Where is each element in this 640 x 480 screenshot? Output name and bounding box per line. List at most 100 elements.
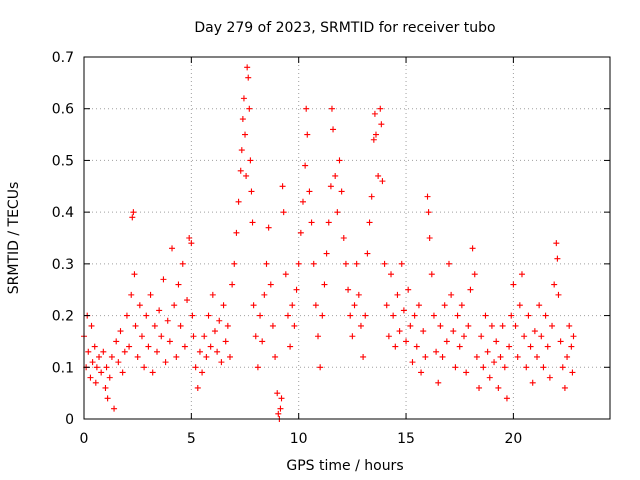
data-point xyxy=(269,322,276,329)
data-point xyxy=(428,271,435,278)
data-point xyxy=(143,312,150,319)
data-point xyxy=(499,322,506,329)
data-point xyxy=(516,302,523,309)
data-point xyxy=(372,131,379,138)
data-point xyxy=(231,260,238,267)
data-point xyxy=(332,172,339,179)
data-point xyxy=(420,328,427,335)
data-point xyxy=(209,291,216,298)
data-point xyxy=(129,214,136,221)
data-point xyxy=(149,369,156,376)
data-point xyxy=(252,333,259,340)
data-point xyxy=(246,105,253,112)
data-point xyxy=(308,219,315,226)
data-point xyxy=(476,384,483,391)
data-point xyxy=(561,384,568,391)
data-point xyxy=(126,343,133,350)
data-point xyxy=(181,343,188,350)
data-point xyxy=(514,353,521,360)
data-point xyxy=(544,343,551,350)
data-point xyxy=(179,260,186,267)
data-point xyxy=(538,333,545,340)
data-point xyxy=(238,147,245,154)
data-point xyxy=(435,379,442,386)
data-point xyxy=(85,348,92,355)
data-point xyxy=(132,322,139,329)
data-point xyxy=(398,260,405,267)
data-point xyxy=(549,322,556,329)
data-point xyxy=(482,312,489,319)
x-axis-label: GPS time / hours xyxy=(286,458,403,474)
data-point xyxy=(306,188,313,195)
data-point xyxy=(495,384,502,391)
data-point xyxy=(334,209,341,216)
data-point xyxy=(134,353,141,360)
data-point xyxy=(409,359,416,366)
data-point xyxy=(278,395,285,402)
x-tick-label: 0 xyxy=(80,431,89,447)
y-tick-label: 0.7 xyxy=(52,50,74,66)
data-point xyxy=(106,374,113,381)
data-point xyxy=(277,405,284,412)
data-point xyxy=(249,219,256,226)
data-point xyxy=(102,384,109,391)
data-point xyxy=(220,302,227,309)
data-point xyxy=(471,271,478,278)
data-point xyxy=(201,333,208,340)
data-point xyxy=(263,260,270,267)
y-tick-label: 0.4 xyxy=(52,205,74,221)
data-point xyxy=(407,322,414,329)
data-point xyxy=(302,162,309,169)
data-point xyxy=(92,379,99,386)
data-point xyxy=(353,260,360,267)
data-point xyxy=(239,116,246,123)
data-point xyxy=(546,374,553,381)
data-point xyxy=(108,353,115,360)
data-point xyxy=(385,333,392,340)
data-point xyxy=(422,353,429,360)
data-point xyxy=(303,105,310,112)
data-point xyxy=(88,322,95,329)
data-point xyxy=(469,245,476,252)
data-point xyxy=(257,312,264,319)
data-point xyxy=(328,105,335,112)
data-point xyxy=(319,312,326,319)
data-point xyxy=(199,369,206,376)
data-point xyxy=(274,390,281,397)
data-point xyxy=(287,343,294,350)
data-point xyxy=(351,302,358,309)
data-point xyxy=(425,209,432,216)
data-point xyxy=(364,250,371,257)
data-point xyxy=(250,302,257,309)
data-point xyxy=(89,359,96,366)
data-point xyxy=(131,271,138,278)
data-point xyxy=(177,322,184,329)
data-point xyxy=(347,312,354,319)
data-point xyxy=(458,302,465,309)
data-point xyxy=(237,167,244,174)
data-point xyxy=(226,353,233,360)
data-point xyxy=(304,131,311,138)
data-point xyxy=(445,260,452,267)
data-point xyxy=(147,291,154,298)
data-point xyxy=(529,379,536,386)
data-point xyxy=(461,333,468,340)
data-point xyxy=(282,271,289,278)
data-point xyxy=(158,333,165,340)
data-point xyxy=(235,198,242,205)
data-point xyxy=(525,312,532,319)
data-point xyxy=(240,95,247,102)
data-point xyxy=(478,333,485,340)
data-point xyxy=(113,338,120,345)
data-point xyxy=(299,198,306,205)
x-tick-labels: 0 5 10 15 20 xyxy=(80,431,523,447)
data-point xyxy=(190,333,197,340)
data-point xyxy=(355,291,362,298)
data-point xyxy=(559,364,566,371)
data-point xyxy=(456,343,463,350)
data-point xyxy=(465,322,472,329)
data-point xyxy=(244,64,251,71)
data-point xyxy=(536,302,543,309)
data-point xyxy=(323,250,330,257)
y-tick-label: 0.3 xyxy=(52,257,74,273)
